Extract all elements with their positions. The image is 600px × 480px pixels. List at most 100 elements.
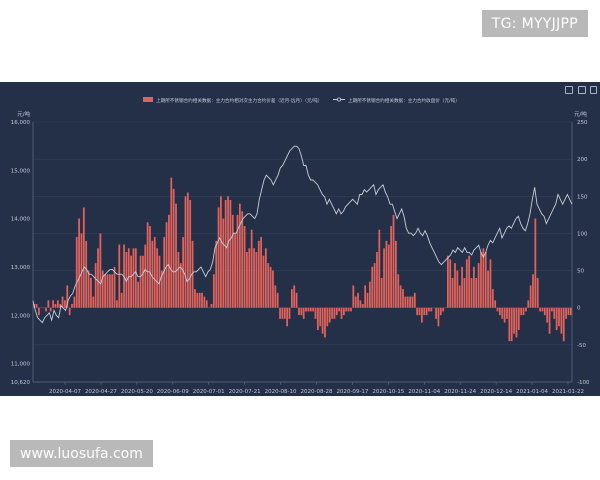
spread-bar — [52, 300, 54, 308]
left-tick-label: 16,000 — [11, 120, 31, 126]
spread-bar — [229, 200, 232, 308]
spread-bar — [392, 214, 395, 308]
left-tick-label: 13,000 — [11, 265, 31, 271]
spread-bar — [227, 196, 229, 308]
spread-bar — [319, 307, 322, 327]
spread-bar — [458, 285, 461, 308]
spread-bar — [108, 274, 111, 308]
left-tick-label: 10,620 — [11, 380, 31, 386]
spread-bar — [428, 307, 430, 312]
spread-bar — [501, 307, 504, 319]
restore-icon[interactable] — [590, 86, 597, 94]
spread-bar — [215, 240, 218, 308]
spread-bar — [85, 240, 88, 308]
spread-bar — [73, 296, 76, 308]
spread-bar — [409, 296, 411, 308]
spread-bar — [179, 263, 182, 308]
spread-bar — [496, 307, 499, 312]
x-tick-label: 2020-09-17 — [336, 389, 368, 395]
spread-bar — [326, 307, 329, 327]
x-tick-label: 2020-12-14 — [480, 389, 512, 395]
spread-bar — [475, 278, 478, 308]
spread-bar — [238, 203, 241, 308]
spread-bar — [94, 263, 97, 308]
left-tick-label: 14,000 — [11, 217, 31, 223]
spread-bar — [314, 307, 317, 319]
save-image-icon[interactable] — [565, 86, 573, 94]
spread-bar — [555, 307, 558, 330]
data-view-icon[interactable] — [578, 86, 586, 94]
spread-bar — [506, 307, 508, 319]
spread-bar — [47, 300, 50, 308]
spread-bar — [368, 281, 371, 308]
spread-bar — [175, 203, 177, 308]
spread-bar — [361, 304, 364, 308]
spread-bar — [489, 259, 492, 308]
spread-bar — [78, 218, 80, 308]
spread-bar — [307, 307, 310, 312]
spread-bar — [144, 244, 147, 308]
spread-bar — [527, 300, 530, 308]
spread-bar — [118, 244, 121, 308]
right-tick-label: 100 — [577, 231, 588, 237]
spread-bar — [111, 274, 114, 308]
chart: 16,000 15,000 14,000 13,000 12,000 11,000 10,6… — [11, 97, 590, 395]
spread-bar — [378, 229, 381, 308]
spread-bar — [172, 188, 175, 308]
spread-bar — [160, 270, 163, 308]
spread-bar — [416, 307, 419, 316]
spread-bar — [543, 307, 546, 316]
spread-bar — [137, 281, 140, 308]
spread-bar — [468, 255, 471, 308]
spread-bar — [75, 237, 78, 308]
spread-bar — [241, 211, 244, 308]
spread-bar — [205, 300, 208, 308]
spread-bar — [515, 307, 518, 338]
spread-bar — [447, 255, 449, 308]
spread-bar — [106, 274, 109, 308]
spread-bar — [397, 274, 400, 308]
spread-bar — [66, 285, 69, 308]
spread-bar — [451, 278, 454, 308]
spread-bar — [435, 307, 437, 319]
spread-bar — [551, 307, 553, 312]
spread-bar — [260, 237, 263, 308]
x-tick-label: 2020-07-01 — [193, 389, 225, 395]
legend-bar-label: 上期所不锈钢合约相关数据：主力合约相对次主力合约价差（近月-远月）（元/吨） — [156, 97, 322, 104]
spread-bar — [399, 285, 402, 308]
spread-bar — [536, 278, 539, 308]
spread-bar — [217, 207, 220, 308]
spread-bar — [510, 307, 513, 342]
spread-bar — [316, 307, 319, 330]
spread-bar — [461, 266, 463, 308]
spread-bar — [274, 285, 277, 308]
spread-bar — [236, 214, 239, 308]
spread-bar — [342, 307, 345, 316]
spread-bar — [99, 233, 102, 308]
spread-bar — [357, 292, 359, 308]
spread-bar — [491, 289, 494, 308]
spread-bar — [288, 307, 291, 319]
spread-bar — [562, 307, 565, 342]
close-price-line — [32, 145, 573, 324]
spread-bar — [520, 307, 523, 316]
spread-bar — [279, 307, 281, 319]
spread-bar — [151, 240, 154, 308]
spread-bar — [54, 304, 57, 308]
spread-bar — [425, 307, 428, 316]
spread-bar — [387, 244, 390, 308]
x-tick-label: 2021-01-04 — [516, 389, 548, 395]
spread-bar — [312, 307, 315, 312]
right-axis-unit: 元/吨 — [574, 110, 587, 118]
left-axis-unit: 元/吨 — [17, 110, 30, 118]
spread-bar — [165, 222, 168, 308]
spread-bar — [120, 292, 123, 308]
spread-bar — [116, 300, 118, 308]
spread-bar — [257, 240, 260, 308]
spread-bar — [411, 296, 414, 308]
spread-bar — [338, 307, 341, 312]
spread-bar — [182, 237, 184, 308]
spread-bar — [283, 307, 286, 319]
spread-bar — [525, 307, 527, 312]
spread-bar — [402, 289, 404, 308]
